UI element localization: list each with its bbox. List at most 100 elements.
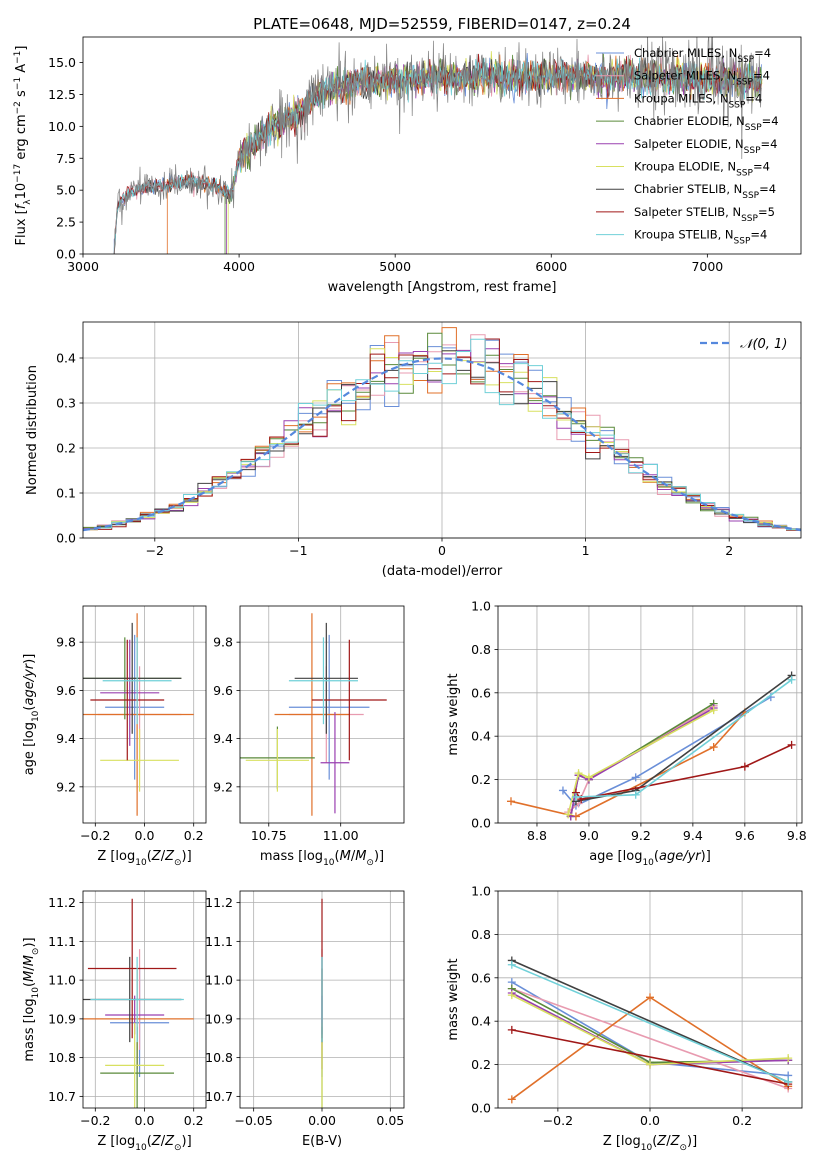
- legend-entry-count: =4: [754, 46, 771, 60]
- mass-vs-z-x-axis-label-part: Z: [164, 1134, 175, 1149]
- weight-vs-z-y-tick-label: 0.8: [471, 927, 491, 942]
- mass-vs-z-y-tick-label: 11.0: [48, 973, 76, 988]
- weight-vs-age-panel: 8.8 9.0 9.2 9.4 9.6 9.8 0.0 0.2 0.4 0.6 0.8 1.0 age …: [446, 599, 807, 869]
- weight-vs-age-y-tick-label: 0.0: [471, 816, 491, 831]
- legend-entry: Chabrier ELODIE, NSSP=4: [634, 114, 779, 133]
- spectrum-y-axis-label-part: 10: [14, 183, 29, 200]
- weight-vs-age-frame: [497, 605, 803, 824]
- figure-title: PLATE=0648, MJD=52559, FIBERID=0147, z=0…: [253, 15, 631, 33]
- age-vs-z-y-axis-label-part: )]: [22, 654, 37, 664]
- spectrum-y-axis-label-part: λ: [23, 199, 33, 205]
- weight-vs-age-y-tick-label: 0.6: [471, 685, 491, 700]
- mass-vs-ebv-x-axis-label: E(B-V): [302, 1134, 342, 1149]
- legend-entry-text: Chabrier STELIB, N: [634, 182, 742, 196]
- weight-vs-age-plot-area: [506, 671, 796, 821]
- spectrum-y-axis-label-part: −2: [13, 101, 23, 114]
- spectrum-y-axis-label-part: ]: [14, 46, 29, 51]
- weight-vs-age-x-tick-label: 9.4: [683, 828, 703, 843]
- mass-vs-z-y-tick-label: 11.1: [48, 934, 76, 949]
- mass-vs-z-y-axis-label-part: ⊙: [31, 948, 41, 956]
- weight-point-marker: [574, 769, 583, 778]
- weight-vs-age-y-tick-label: 0.8: [471, 642, 491, 657]
- residuals-plot-area: [83, 327, 801, 532]
- age-vs-mass-y-tick-label: 9.6: [213, 683, 233, 698]
- age-vs-z-y-axis-label-part: (: [22, 706, 37, 711]
- spectrum-y-axis-label-part: −1: [13, 51, 23, 64]
- mass-vs-z-y-axis-label-part: M: [22, 971, 37, 982]
- age-vs-z-x-tick-label: 0.0: [135, 828, 155, 843]
- age-vs-z-x-tick-label: 0.2: [184, 828, 204, 843]
- mass-vs-ebv-y-tick-label: 10.8: [205, 1050, 233, 1065]
- mass-vs-z-x-tick-label: 0.2: [184, 1113, 204, 1128]
- age-vs-z-x-axis-label-part: /: [161, 849, 166, 864]
- residuals-x-tick-label: 0: [438, 543, 446, 558]
- age-vs-z-x-axis-label-part: (: [147, 849, 152, 864]
- age-vs-mass-y-tick-label: 9.8: [213, 635, 233, 650]
- residuals-x-tick-label: −2: [146, 543, 164, 558]
- mass-vs-z-panel: −0.2 0.0 0.2 10.7 10.8 10.9 11.0 11.1 11.2 Z [log…: [22, 890, 207, 1153]
- spectrum-x-axis-label-part: wavelength [Angstrom, rest frame]: [328, 280, 557, 295]
- weight-vs-age-y-axis-label: mass weight: [446, 673, 461, 755]
- age-vs-z-plot-area: [83, 613, 194, 816]
- mass-vs-ebv-panel: −0.05 0.00 0.05 10.7 10.8 10.9 11.0 11.1 11.2 E(B…: [205, 890, 405, 1149]
- legend-entry-sub: SSP: [745, 123, 762, 133]
- weight-series-line: [567, 709, 715, 815]
- age-vs-mass-x-axis-label-part: )]: [374, 849, 384, 864]
- spectrum-x-tick-label: 7000: [691, 259, 723, 274]
- weight-vs-z-x-axis-label-part: Z [log: [603, 1134, 641, 1149]
- spectrum-y-tick-label: 10.0: [48, 119, 76, 134]
- mass-vs-z-x-axis-label-part: (: [147, 1134, 152, 1149]
- weight-vs-z-x-axis-label-part: Z: [670, 1134, 681, 1149]
- residuals-frame: [82, 321, 802, 539]
- mass-vs-z-x-axis-label-part: ⊙: [174, 1143, 182, 1153]
- weight-vs-age-x-axis-label-part: age/yr: [659, 849, 702, 864]
- age-vs-z-frame: [82, 605, 207, 824]
- weight-point-marker: [631, 790, 640, 799]
- weight-vs-z-x-axis-label-part: Z: [656, 1134, 667, 1149]
- weight-series-line: [562, 696, 772, 807]
- spectrum-y-axis-label-part: f: [14, 202, 29, 209]
- weight-series-line: [511, 1029, 789, 1085]
- weight-vs-age-y-tick-label: 0.2: [471, 772, 491, 787]
- weight-point-marker: [584, 773, 593, 782]
- age-vs-z-y-tick-label: 9.6: [56, 683, 76, 698]
- spectrum-y-tick-label: 7.5: [56, 151, 76, 166]
- age-vs-mass-plot-area: [240, 613, 387, 816]
- spectrum-y-axis-label-part: −17: [13, 164, 23, 183]
- weight-series-line: [511, 987, 789, 1090]
- residual-legend-label: 𝒩(0, 1): [740, 337, 787, 352]
- spectrum-y-tick-label: 2.5: [56, 215, 76, 230]
- weight-vs-z-plot-area: [507, 956, 793, 1104]
- age-vs-mass-x-tick-label: 11.00: [323, 828, 359, 843]
- mass-vs-z-y-axis-label-part: mass [log: [22, 998, 37, 1061]
- age-vs-mass-x-axis-label-part: /: [351, 849, 356, 864]
- weight-vs-age-x-tick-label: 9.0: [579, 828, 599, 843]
- weight-vs-z-x-axis-label-part: )]: [687, 1134, 697, 1149]
- mass-vs-z-y-axis-label: mass [log10(M/M⊙)]: [22, 937, 41, 1061]
- normal-distribution-curve: [83, 357, 801, 532]
- legend-entry-text: Kroupa ELODIE, N: [634, 160, 736, 174]
- age-vs-z-x-axis-label-part: ⊙: [174, 858, 182, 868]
- weight-point-marker: [784, 1077, 793, 1086]
- age-vs-z-x-axis-label-part: Z: [151, 849, 162, 864]
- residuals-y-tick-label: 0.0: [56, 531, 76, 546]
- spectrum-x-tick-label: 3000: [67, 259, 99, 274]
- legend-entry-text: Chabrier MILES, N: [634, 46, 737, 60]
- mass-vs-z-y-axis-label-part: 10: [31, 987, 41, 999]
- weight-vs-z-panel: −0.2 0.0 0.20.00.20.40.60.81.0Z [log10(Z/Z…: [446, 884, 803, 1153]
- mass-vs-ebv-y-tick-label: 11.0: [205, 973, 233, 988]
- spectrum-y-axis-label: Flux [fλ10−17 erg cm−2 s−1 A−1]: [13, 46, 33, 246]
- residuals-y-tick-label: 0.2: [56, 441, 76, 456]
- legend-entry-sub: SSP: [741, 214, 758, 224]
- age-vs-mass-frame: [239, 605, 405, 824]
- residuals-y-tick-label: 0.3: [56, 396, 76, 411]
- weight-point-marker: [507, 1095, 516, 1104]
- weight-point-marker: [571, 792, 580, 801]
- spectrum-y-axis-label-part: s: [14, 90, 29, 101]
- weight-point-marker: [631, 773, 640, 782]
- spectrum-y-axis-label-part: Flux [: [14, 209, 29, 245]
- spectrum-x-axis-label: wavelength [Angstrom, rest frame]: [328, 280, 557, 295]
